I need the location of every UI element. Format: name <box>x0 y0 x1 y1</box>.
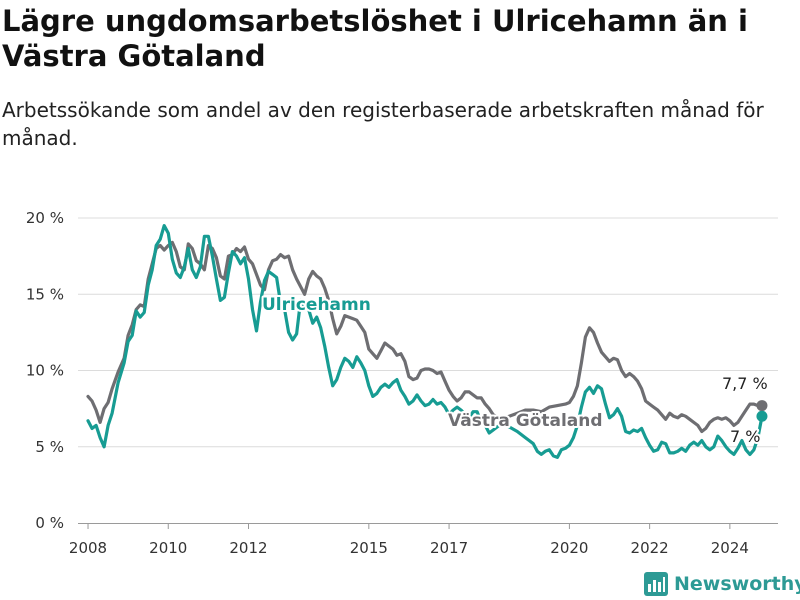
series-labels: Ulricehamn Västra Götaland 7,7 % 7 % <box>260 293 770 448</box>
y-tick-label: 0 % <box>35 514 64 532</box>
x-tick-label: 2024 <box>711 539 749 557</box>
y-tick-label: 5 % <box>35 438 64 456</box>
chart-title: Lägre ungdomsarbetslöshet i Ulricehamn ä… <box>2 4 748 73</box>
y-gridlines <box>78 217 778 448</box>
series-end-point-vastra-gotaland <box>756 400 768 412</box>
chart-subtitle: Arbetssökande som andel av den registerb… <box>2 98 764 150</box>
bar-chart-icon <box>644 572 668 596</box>
x-tick-label: 2020 <box>550 539 588 557</box>
x-axis-ticks: 2008 2010 2012 2015 2017 2020 2022 2024 <box>69 523 749 557</box>
end-value-label-vastra-gotaland: 7,7 % <box>722 374 768 393</box>
y-tick-label: 15 % <box>26 285 64 303</box>
x-tick-label: 2010 <box>149 539 187 557</box>
series-line-vastra-gotaland <box>86 240 764 434</box>
x-tick-label: 2022 <box>631 539 669 557</box>
y-axis-ticks: 0 % 5 % 10 % 15 % 20 % <box>26 209 64 532</box>
x-tick-label: 2008 <box>69 539 107 557</box>
brand-name: Newsworthy <box>674 573 800 595</box>
end-value-label-ulricehamn: 7 % <box>730 427 760 446</box>
series-end-point-ulricehamn <box>756 410 768 422</box>
x-tick-label: 2017 <box>430 539 468 557</box>
series-line-ulricehamn <box>86 224 764 459</box>
x-tick-label: 2012 <box>229 539 267 557</box>
newsworthy-logo: Newsworthy <box>644 571 800 597</box>
y-tick-label: 10 % <box>26 362 64 380</box>
y-tick-label: 20 % <box>26 209 64 227</box>
series-label-vastra-gotaland: Västra Götaland <box>448 411 603 431</box>
series-label-ulricehamn: Ulricehamn <box>262 295 371 315</box>
x-tick-label: 2015 <box>350 539 388 557</box>
series-lines <box>86 224 768 459</box>
